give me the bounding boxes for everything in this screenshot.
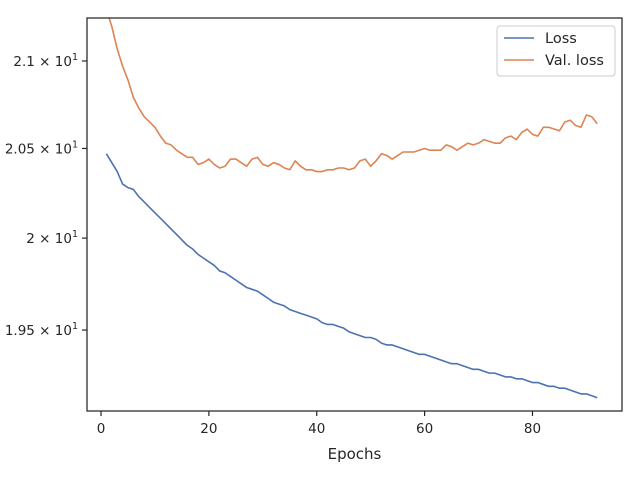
x-axis-label: Epochs bbox=[328, 445, 382, 463]
plot-lines bbox=[105, 18, 598, 399]
x-tick-label: 40 bbox=[308, 421, 325, 437]
legend-val-loss-label: Val. loss bbox=[545, 53, 604, 69]
x-tick-label: 60 bbox=[416, 421, 433, 437]
legend-loss-label: Loss bbox=[545, 31, 577, 47]
series-line-val-loss bbox=[108, 18, 598, 173]
series-line-loss bbox=[105, 153, 598, 399]
y-tick-label: 1.95 × 101 bbox=[5, 321, 78, 339]
y-tick-label: 2.1 × 101 bbox=[13, 52, 78, 70]
y-tick-label: 2.05 × 101 bbox=[5, 139, 78, 157]
legend: Loss Val. loss bbox=[496, 25, 616, 77]
x-tick-label: 0 bbox=[97, 421, 106, 437]
x-axis-ticks: 0 20 40 60 80 bbox=[97, 411, 541, 437]
y-axis-ticks: 1.95 × 101 2 × 101 2.05 × 101 2.1 × 101 bbox=[5, 52, 87, 339]
y-tick-label: 2 × 101 bbox=[26, 229, 78, 247]
x-tick-label: 20 bbox=[200, 421, 217, 437]
x-tick-label: 80 bbox=[524, 421, 541, 437]
plot-frame bbox=[86, 17, 623, 412]
